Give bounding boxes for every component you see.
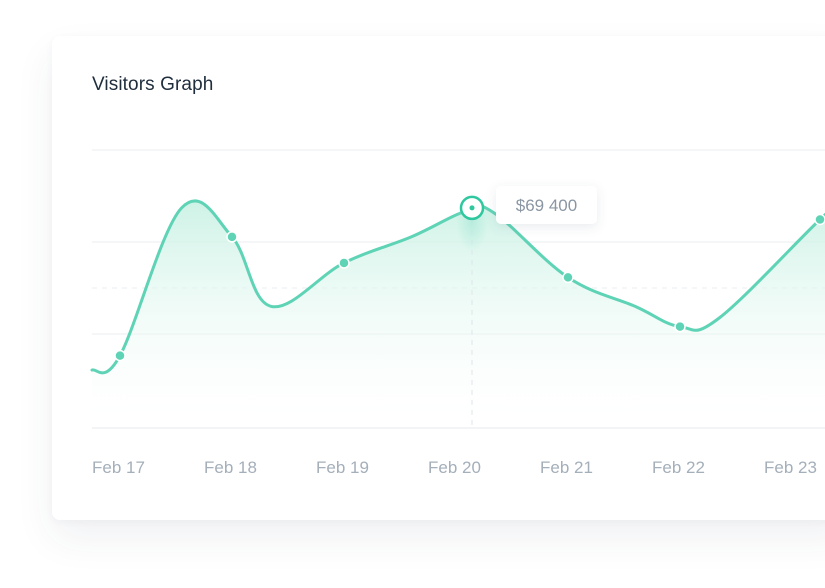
x-tick-label: Feb 23 <box>764 458 817 477</box>
x-tick-label: Feb 18 <box>204 458 257 477</box>
x-tick-label: Feb 19 <box>316 458 369 477</box>
x-tick-label: Feb 20 <box>428 458 481 477</box>
x-tick-label: Feb 17 <box>92 458 145 477</box>
data-point[interactable] <box>114 349 126 362</box>
card-title: Visitors Graph <box>92 74 214 95</box>
tooltip-box <box>496 186 597 224</box>
data-point[interactable] <box>674 320 686 333</box>
highlight-point-center <box>469 205 475 211</box>
x-tick-label: Feb 21 <box>540 458 593 477</box>
x-tick-label: Feb 22 <box>652 458 705 477</box>
tooltip-value: $69 400 <box>516 196 577 215</box>
data-point[interactable] <box>338 257 350 269</box>
value-tooltip: $69 400 <box>496 186 597 224</box>
data-point[interactable] <box>226 231 238 243</box>
data-point[interactable] <box>814 213 825 226</box>
series-area <box>92 200 825 418</box>
data-point[interactable] <box>562 271 574 284</box>
